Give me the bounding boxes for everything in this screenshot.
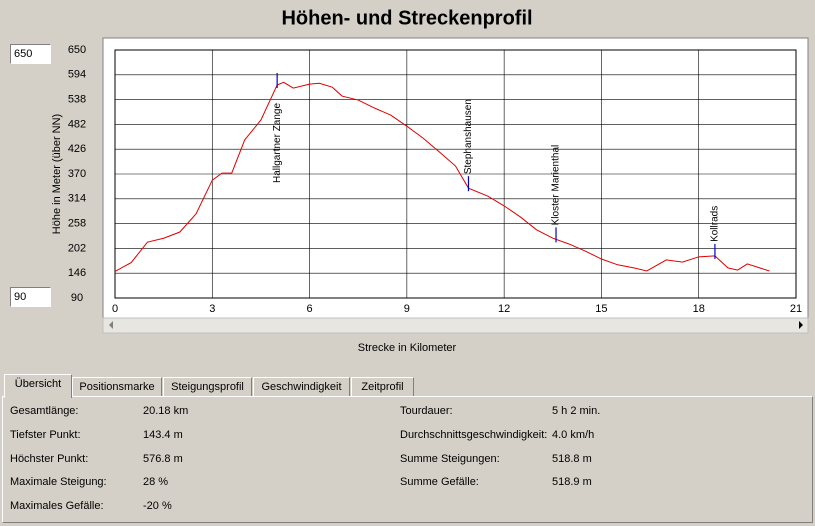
stat-value: 28 %: [143, 476, 169, 488]
stat-value: 143.4 m: [143, 429, 183, 441]
chart: Höhen- und Streckenprofil Strecke in Kil…: [51, 7, 809, 354]
scroll-left[interactable]: [109, 321, 113, 329]
stat-label: Höchster Punkt:: [10, 453, 89, 465]
y-tick-label: 538: [68, 94, 86, 106]
scrollbar[interactable]: [102, 317, 809, 334]
x-tick-label: 12: [498, 303, 510, 315]
stat-value: -20 %: [143, 500, 172, 512]
x-tick-label: 6: [307, 303, 313, 315]
y-tick-label: 258: [68, 218, 86, 230]
annotation-label: Kollrads: [710, 206, 721, 242]
tab[interactable]: Positionsmarke: [72, 377, 162, 397]
y-tick-label: 90: [71, 292, 83, 304]
plot-frame: [102, 37, 809, 334]
tab[interactable]: Geschwindigkeit: [253, 377, 350, 397]
stat-label: Gesamtlänge:: [10, 405, 79, 417]
stat-value: 5 h 2 min.: [552, 405, 601, 417]
y-tick-label: 650: [68, 44, 86, 56]
x-tick-label: 18: [693, 303, 705, 315]
x-tick-label: 15: [595, 303, 607, 315]
y-tick-label: 314: [68, 193, 86, 205]
annotation-label: Hallgartner Zange: [272, 103, 283, 183]
tab[interactable]: Steigungsprofil: [163, 377, 252, 397]
stat-label: Maximales Gefälle:: [10, 500, 104, 512]
y-tick-label: 202: [68, 242, 86, 254]
x-tick-label: 9: [404, 303, 410, 315]
stat-value: 20.18 km: [143, 405, 189, 417]
stat-label: Summe Gefälle:: [400, 476, 479, 488]
stat-value: 518.8 m: [552, 453, 592, 465]
x-tick-label: 3: [209, 303, 215, 315]
y-tick-label: 482: [68, 118, 86, 130]
y-tick-label: 370: [68, 168, 86, 180]
stat-value: 518.9 m: [552, 476, 592, 488]
stat-label: Tiefster Punkt:: [10, 429, 81, 441]
annotation-label: Kloster Marienthal: [551, 145, 562, 226]
stat-value: 576.8 m: [143, 453, 183, 465]
x-tick-label: 0: [112, 303, 118, 315]
x-tick-label: 21: [790, 303, 802, 315]
scroll-right[interactable]: [799, 321, 803, 329]
stat-value: 4.0 km/h: [552, 429, 595, 441]
max-input[interactable]: 650: [10, 44, 51, 64]
min-input[interactable]: 90: [10, 287, 51, 307]
stat-label: Tourdauer:: [400, 405, 453, 417]
y-tick-label: 594: [68, 69, 86, 81]
elevation-line: [114, 81, 770, 272]
tab[interactable]: Übersicht: [4, 374, 72, 398]
annotation-label: Stephanshausen: [463, 99, 474, 174]
y-tick-label: 426: [68, 143, 86, 155]
y-axis-label: Höhe in Meter (über NN): [51, 114, 63, 234]
tab[interactable]: Zeitprofil: [351, 377, 414, 397]
stat-label: Durchschnittsgeschwindigkeit:: [400, 429, 548, 441]
title: Höhen- und Streckenprofil: [281, 7, 532, 29]
stat-label: Summe Steigungen:: [400, 453, 500, 465]
stat-label: Maximale Steigung:: [10, 476, 107, 488]
y-tick-label: 146: [68, 267, 86, 279]
x-axis-label: Strecke in Kilometer: [358, 342, 457, 354]
overview-panel: [2, 396, 813, 523]
